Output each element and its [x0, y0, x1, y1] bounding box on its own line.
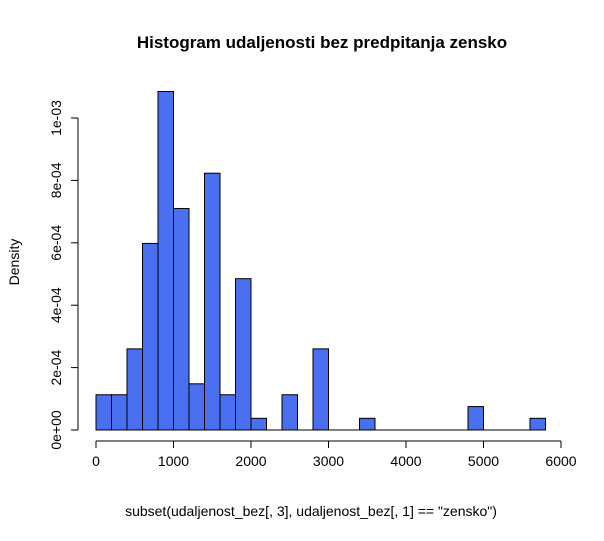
- y-tick-label: 1e-03: [48, 100, 64, 136]
- x-tick-label: 1000: [158, 453, 189, 469]
- x-tick-label: 5000: [468, 453, 499, 469]
- x-axis-label: subset(udaljenost_bez[, 3], udaljenost_b…: [125, 503, 497, 519]
- histogram-bar: [281, 394, 298, 431]
- histogram-bar: [235, 278, 252, 431]
- histogram-bar: [250, 417, 267, 431]
- y-tick-label: 6e-04: [48, 225, 64, 261]
- x-tick-label: 0: [92, 453, 100, 469]
- histogram-bar: [219, 394, 236, 431]
- bars-group: [95, 90, 546, 431]
- histogram-bar: [111, 394, 128, 431]
- histogram-bar: [95, 394, 112, 431]
- histogram-bar: [204, 172, 221, 431]
- y-axis-label: Density: [6, 239, 22, 286]
- y-axis: 0e+00 2e-04 4e-04 6e-04 8e-04 1e-03: [48, 100, 79, 450]
- chart-title: Histogram udaljenosti bez predpitanja ze…: [137, 33, 507, 52]
- histogram-bar: [359, 417, 376, 431]
- y-tick-label: 0e+00: [48, 410, 64, 450]
- histogram-bar: [126, 348, 143, 431]
- histogram-bar: [173, 207, 190, 431]
- y-tick-label: 8e-04: [48, 162, 64, 198]
- histogram-bar: [529, 417, 546, 431]
- x-tick-label: 3000: [313, 453, 344, 469]
- x-axis: 0 1000 2000 3000 4000 5000 6000: [92, 440, 577, 469]
- x-tick-label: 6000: [545, 453, 576, 469]
- histogram-bar: [188, 383, 205, 431]
- histogram-bar: [467, 406, 484, 431]
- x-tick-label: 4000: [390, 453, 421, 469]
- x-tick-label: 2000: [235, 453, 266, 469]
- y-tick-label: 4e-04: [48, 287, 64, 323]
- histogram-bar: [312, 348, 329, 431]
- histogram-bar: [157, 90, 174, 431]
- histogram-bar: [142, 242, 159, 431]
- y-tick-label: 2e-04: [48, 349, 64, 385]
